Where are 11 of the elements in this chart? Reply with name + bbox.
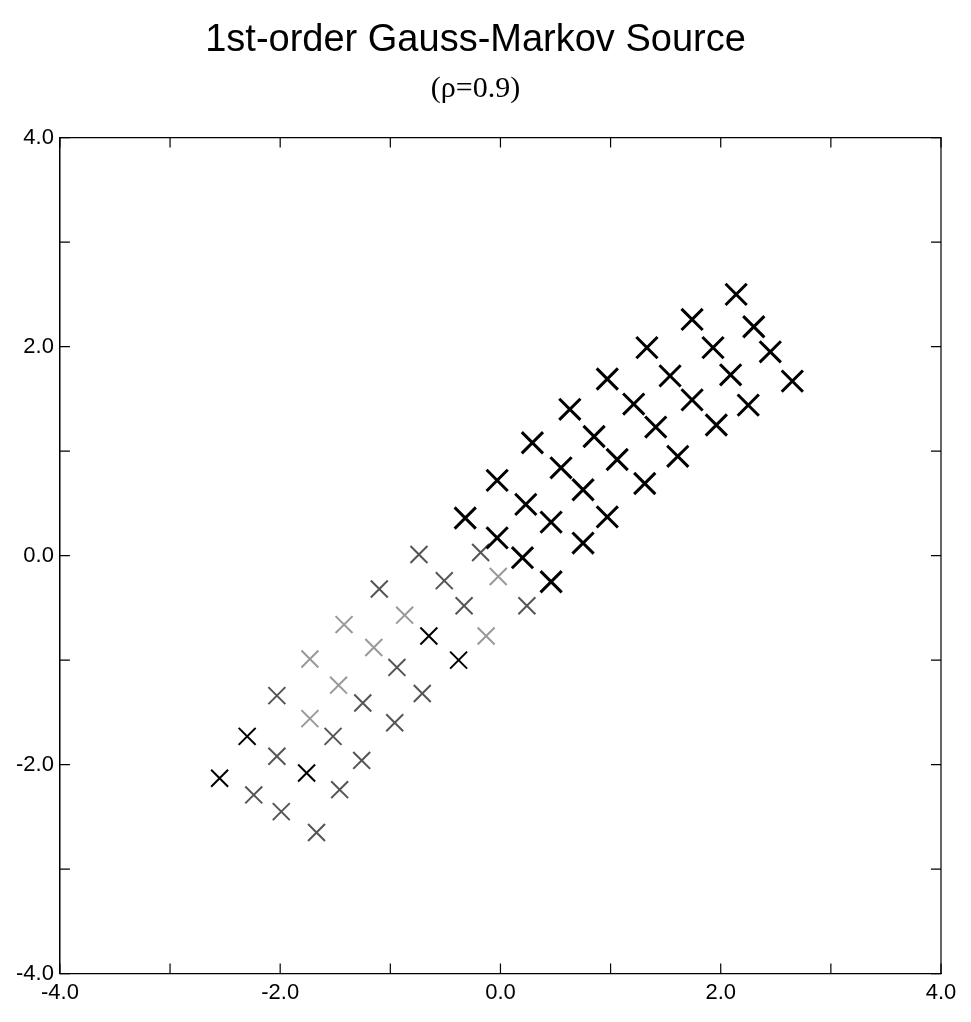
- y-tick-label: 2.0: [23, 332, 54, 358]
- y-tick-label: 0.0: [23, 541, 54, 567]
- x-tick-label: 4.0: [925, 978, 957, 1004]
- y-tick-label: -4.0: [15, 959, 54, 985]
- y-tick-label: 4.0: [23, 123, 54, 149]
- x-tick-label: -2.0: [261, 978, 300, 1004]
- chart-title: 1st-order Gauss-Markov Source: [205, 17, 746, 60]
- y-tick-label: -2.0: [15, 750, 54, 776]
- x-tick-label: 0.0: [485, 978, 516, 1004]
- x-tick-label: 2.0: [705, 978, 737, 1004]
- chart-subtitle: (ρ=0.9): [430, 70, 521, 105]
